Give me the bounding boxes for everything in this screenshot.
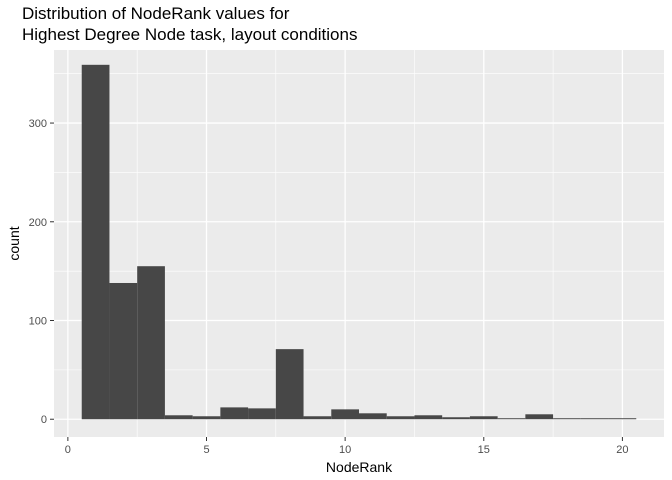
histogram-bar	[192, 416, 221, 420]
histogram-bar	[303, 416, 332, 420]
histogram-bar	[81, 64, 110, 420]
histogram-bar	[248, 408, 276, 420]
y-tick-label: 100	[29, 316, 47, 328]
histogram-bar	[220, 407, 249, 420]
x-tick-label: 20	[616, 444, 628, 456]
x-tick-label: 15	[478, 444, 490, 456]
histogram-bar	[359, 413, 387, 420]
y-tick-label: 0	[41, 414, 47, 426]
chart-title-line-2: Highest Degree Node task, layout conditi…	[22, 25, 358, 44]
histogram-bar	[275, 349, 304, 420]
histogram-bar	[109, 282, 138, 420]
histogram-bar	[469, 416, 498, 420]
y-tick-label: 200	[29, 217, 47, 229]
histogram-bar	[164, 415, 193, 420]
x-tick-label: 5	[203, 444, 209, 456]
histogram-bar	[525, 414, 554, 420]
histogram-bar	[386, 416, 415, 420]
chart-title-line-1: Distribution of NodeRank values for	[22, 4, 290, 23]
histogram-bar	[580, 418, 609, 420]
histogram-bar	[497, 418, 526, 420]
histogram-bar	[553, 418, 581, 420]
x-axis-title: NodeRank	[326, 459, 393, 475]
y-tick-label: 300	[29, 118, 47, 130]
histogram-bar	[331, 409, 359, 420]
histogram-bar	[608, 418, 637, 420]
histogram-bar	[442, 417, 470, 420]
histogram-bar	[414, 415, 443, 420]
histogram-bar	[137, 266, 165, 420]
x-tick-label: 0	[65, 444, 71, 456]
x-tick-label: 10	[339, 444, 351, 456]
y-axis-title: count	[6, 226, 22, 260]
